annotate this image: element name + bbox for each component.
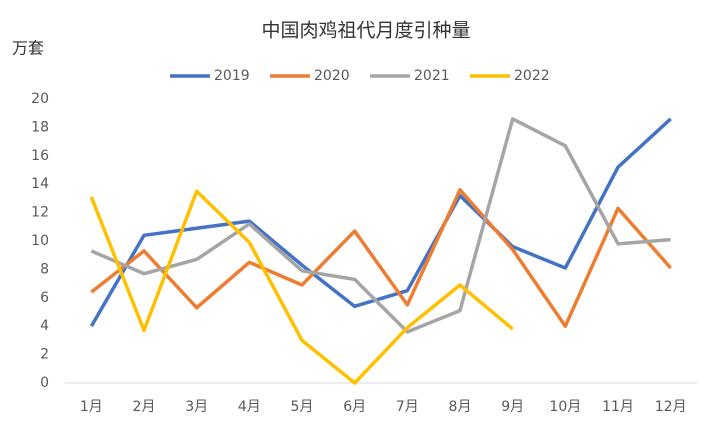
y-tick-label: 20 — [31, 91, 49, 107]
y-tick-label: 14 — [31, 176, 49, 192]
x-tick-label: 10月 — [549, 399, 581, 415]
x-tick-label: 8月 — [449, 399, 472, 415]
y-tick-label: 12 — [31, 205, 49, 221]
legend-label: 2022 — [514, 68, 550, 84]
x-tick-label: 12月 — [655, 399, 687, 415]
legend-label: 2021 — [414, 68, 450, 84]
legend-label: 2019 — [214, 68, 250, 84]
y-tick-label: 16 — [31, 148, 49, 164]
x-tick-label: 3月 — [185, 399, 208, 415]
y-axis-label: 万套 — [12, 39, 44, 58]
series-line — [90, 117, 671, 334]
y-tick-label: 0 — [40, 375, 49, 391]
series-line — [89, 189, 514, 385]
x-tick-label: 4月 — [238, 399, 261, 415]
y-tick-label: 4 — [40, 318, 49, 334]
y-tick-label: 10 — [31, 233, 49, 249]
y-tick-label: 2 — [40, 347, 49, 363]
x-tick-label: 9月 — [501, 399, 524, 415]
series-line — [90, 188, 672, 328]
chart-title: 中国肉鸡祖代月度引种量 — [261, 20, 470, 42]
legend-label: 2020 — [314, 68, 350, 84]
x-tick-label: 1月 — [80, 399, 103, 415]
y-tick-label: 18 — [31, 119, 49, 135]
x-tick-label: 11月 — [602, 399, 634, 415]
x-tick-label: 2月 — [133, 399, 156, 415]
series-line — [89, 117, 672, 328]
y-tick-label: 6 — [40, 290, 49, 306]
x-tick-label: 6月 — [343, 399, 366, 415]
x-tick-label: 5月 — [291, 399, 314, 415]
x-tick-label: 7月 — [396, 399, 419, 415]
y-tick-label: 8 — [40, 261, 49, 277]
